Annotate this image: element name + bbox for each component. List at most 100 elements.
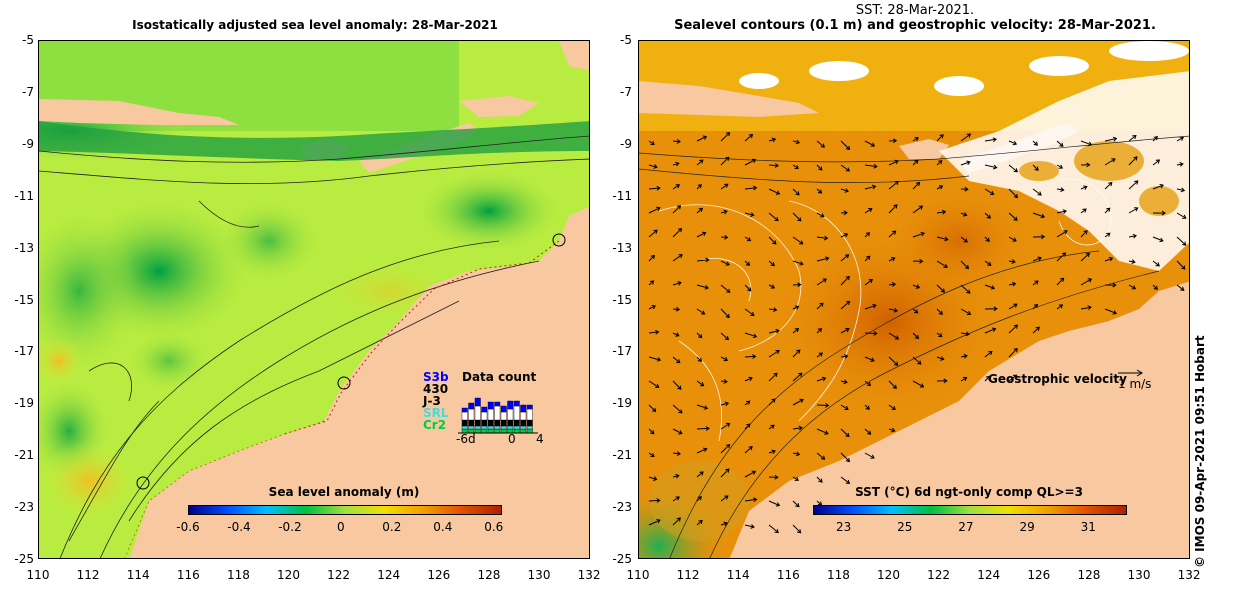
y-tick-label: -7 [620, 84, 632, 99]
velocity-arrow [1152, 260, 1160, 267]
velocity-arrowhead [891, 405, 896, 411]
velocity-arrowhead [894, 159, 899, 165]
velocity-arrowhead [1012, 237, 1017, 242]
velocity-arrow [648, 305, 656, 310]
velocity-arrow [744, 377, 753, 382]
velocity-arrow [816, 377, 826, 382]
velocity-arrowhead [962, 376, 968, 382]
velocity-arrowhead [656, 357, 662, 362]
velocity-arrow [648, 428, 655, 435]
velocity-arrow [1032, 188, 1042, 196]
velocity-arrow [1176, 136, 1184, 142]
velocity-arrowhead [938, 333, 943, 338]
colorbar-tick-label: 0.2 [382, 520, 402, 534]
velocity-arrow [672, 404, 683, 414]
velocity-arrow [792, 284, 801, 286]
velocity-arrowhead [752, 333, 758, 339]
velocity-arrowhead [965, 331, 970, 337]
velocity-arrow [840, 164, 850, 172]
velocity-arrowhead [845, 167, 851, 172]
data-count-bar-segment [526, 425, 533, 430]
velocity-arrowhead [774, 216, 779, 222]
velocity-arrow [792, 476, 799, 481]
x-tick-label: 124 [377, 568, 401, 582]
velocity-arrowhead [656, 519, 661, 524]
velocity-arrowhead [824, 430, 829, 435]
data-count-bar-segment [468, 419, 475, 427]
velocity-arrowhead [794, 164, 799, 169]
velocity-arrow [696, 332, 703, 338]
velocity-arrowhead [677, 227, 683, 233]
sla-colorbar [188, 505, 502, 515]
velocity-arrowhead [891, 282, 897, 287]
data-count-bar-segment [494, 405, 501, 421]
velocity-arrowhead [1037, 256, 1042, 261]
velocity-arrow [1056, 230, 1068, 238]
velocity-arrowhead [915, 284, 921, 289]
velocity-arrow [1104, 232, 1111, 238]
velocity-arrowhead [1012, 281, 1017, 287]
velocity-arrow [792, 306, 799, 310]
velocity-arrow [840, 301, 850, 310]
velocity-arrowhead [893, 307, 899, 313]
velocity-arrow [696, 520, 703, 526]
velocity-arrow [984, 284, 995, 289]
velocity-arrow [912, 356, 922, 365]
velocity-arrow [648, 140, 655, 145]
data-count-bar-segment [513, 425, 520, 430]
velocity-arrow [912, 205, 923, 214]
velocity-arrow [1104, 138, 1117, 142]
velocity-arrowhead [891, 427, 896, 433]
velocity-arrowhead [774, 163, 780, 168]
velocity-arrowhead [1133, 156, 1138, 161]
velocity-arrowhead [772, 240, 777, 245]
velocity-arrowhead [919, 383, 925, 388]
velocity-arrowhead [746, 237, 752, 242]
velocity-arrowhead [794, 328, 800, 333]
velocity-arrowhead [1180, 187, 1186, 193]
velocity-arrow [1008, 212, 1018, 221]
velocity-arrow [1008, 348, 1018, 358]
velocity-arrowhead [985, 237, 990, 242]
velocity-arrow [816, 188, 822, 194]
velocity-arrow [768, 524, 779, 533]
velocity-arrowhead [966, 310, 972, 316]
velocity-arrow [1032, 280, 1039, 286]
velocity-arrow [984, 351, 993, 358]
data-count-bar-segment [500, 428, 507, 434]
velocity-arrow [1056, 304, 1063, 310]
velocity-arrow [792, 260, 804, 265]
velocity-arrow [1128, 235, 1137, 238]
velocity-arrowhead [919, 258, 924, 264]
velocity-arrowhead [1182, 241, 1187, 246]
data-count-bar-segment [500, 419, 507, 427]
velocity-arrowhead [1179, 136, 1184, 141]
velocity-arrowhead [675, 496, 680, 501]
velocity-arrowhead [962, 212, 968, 217]
velocity-arrow [648, 476, 657, 480]
velocity-arrow [960, 133, 971, 142]
velocity-arrowhead [940, 356, 945, 361]
velocity-arrow [816, 452, 825, 460]
x-tick-label: 130 [1127, 568, 1151, 582]
velocity-arrow [792, 524, 801, 534]
velocity-arrowhead [655, 383, 660, 388]
velocity-arrow [816, 236, 828, 239]
velocity-arrow [816, 476, 823, 483]
velocity-arrow [816, 328, 822, 334]
velocity-arrow [720, 210, 728, 214]
data-count-bar-segment [474, 425, 481, 430]
velocity-arrow [864, 185, 876, 190]
velocity-arrow [984, 212, 991, 219]
velocity-arrowhead [1034, 166, 1039, 171]
velocity-arrowhead [1112, 310, 1118, 315]
velocity-arrow [744, 332, 757, 338]
x-tick-label: 118 [226, 568, 250, 582]
velocity-arrow [744, 212, 754, 216]
velocity-arrow [840, 404, 849, 410]
velocity-arrowhead [1134, 207, 1139, 212]
data-count-bar-segment [520, 419, 527, 427]
velocity-arrowhead [724, 234, 729, 240]
x-tick-label: 116 [176, 568, 200, 582]
velocity-arrow [1008, 374, 1017, 382]
